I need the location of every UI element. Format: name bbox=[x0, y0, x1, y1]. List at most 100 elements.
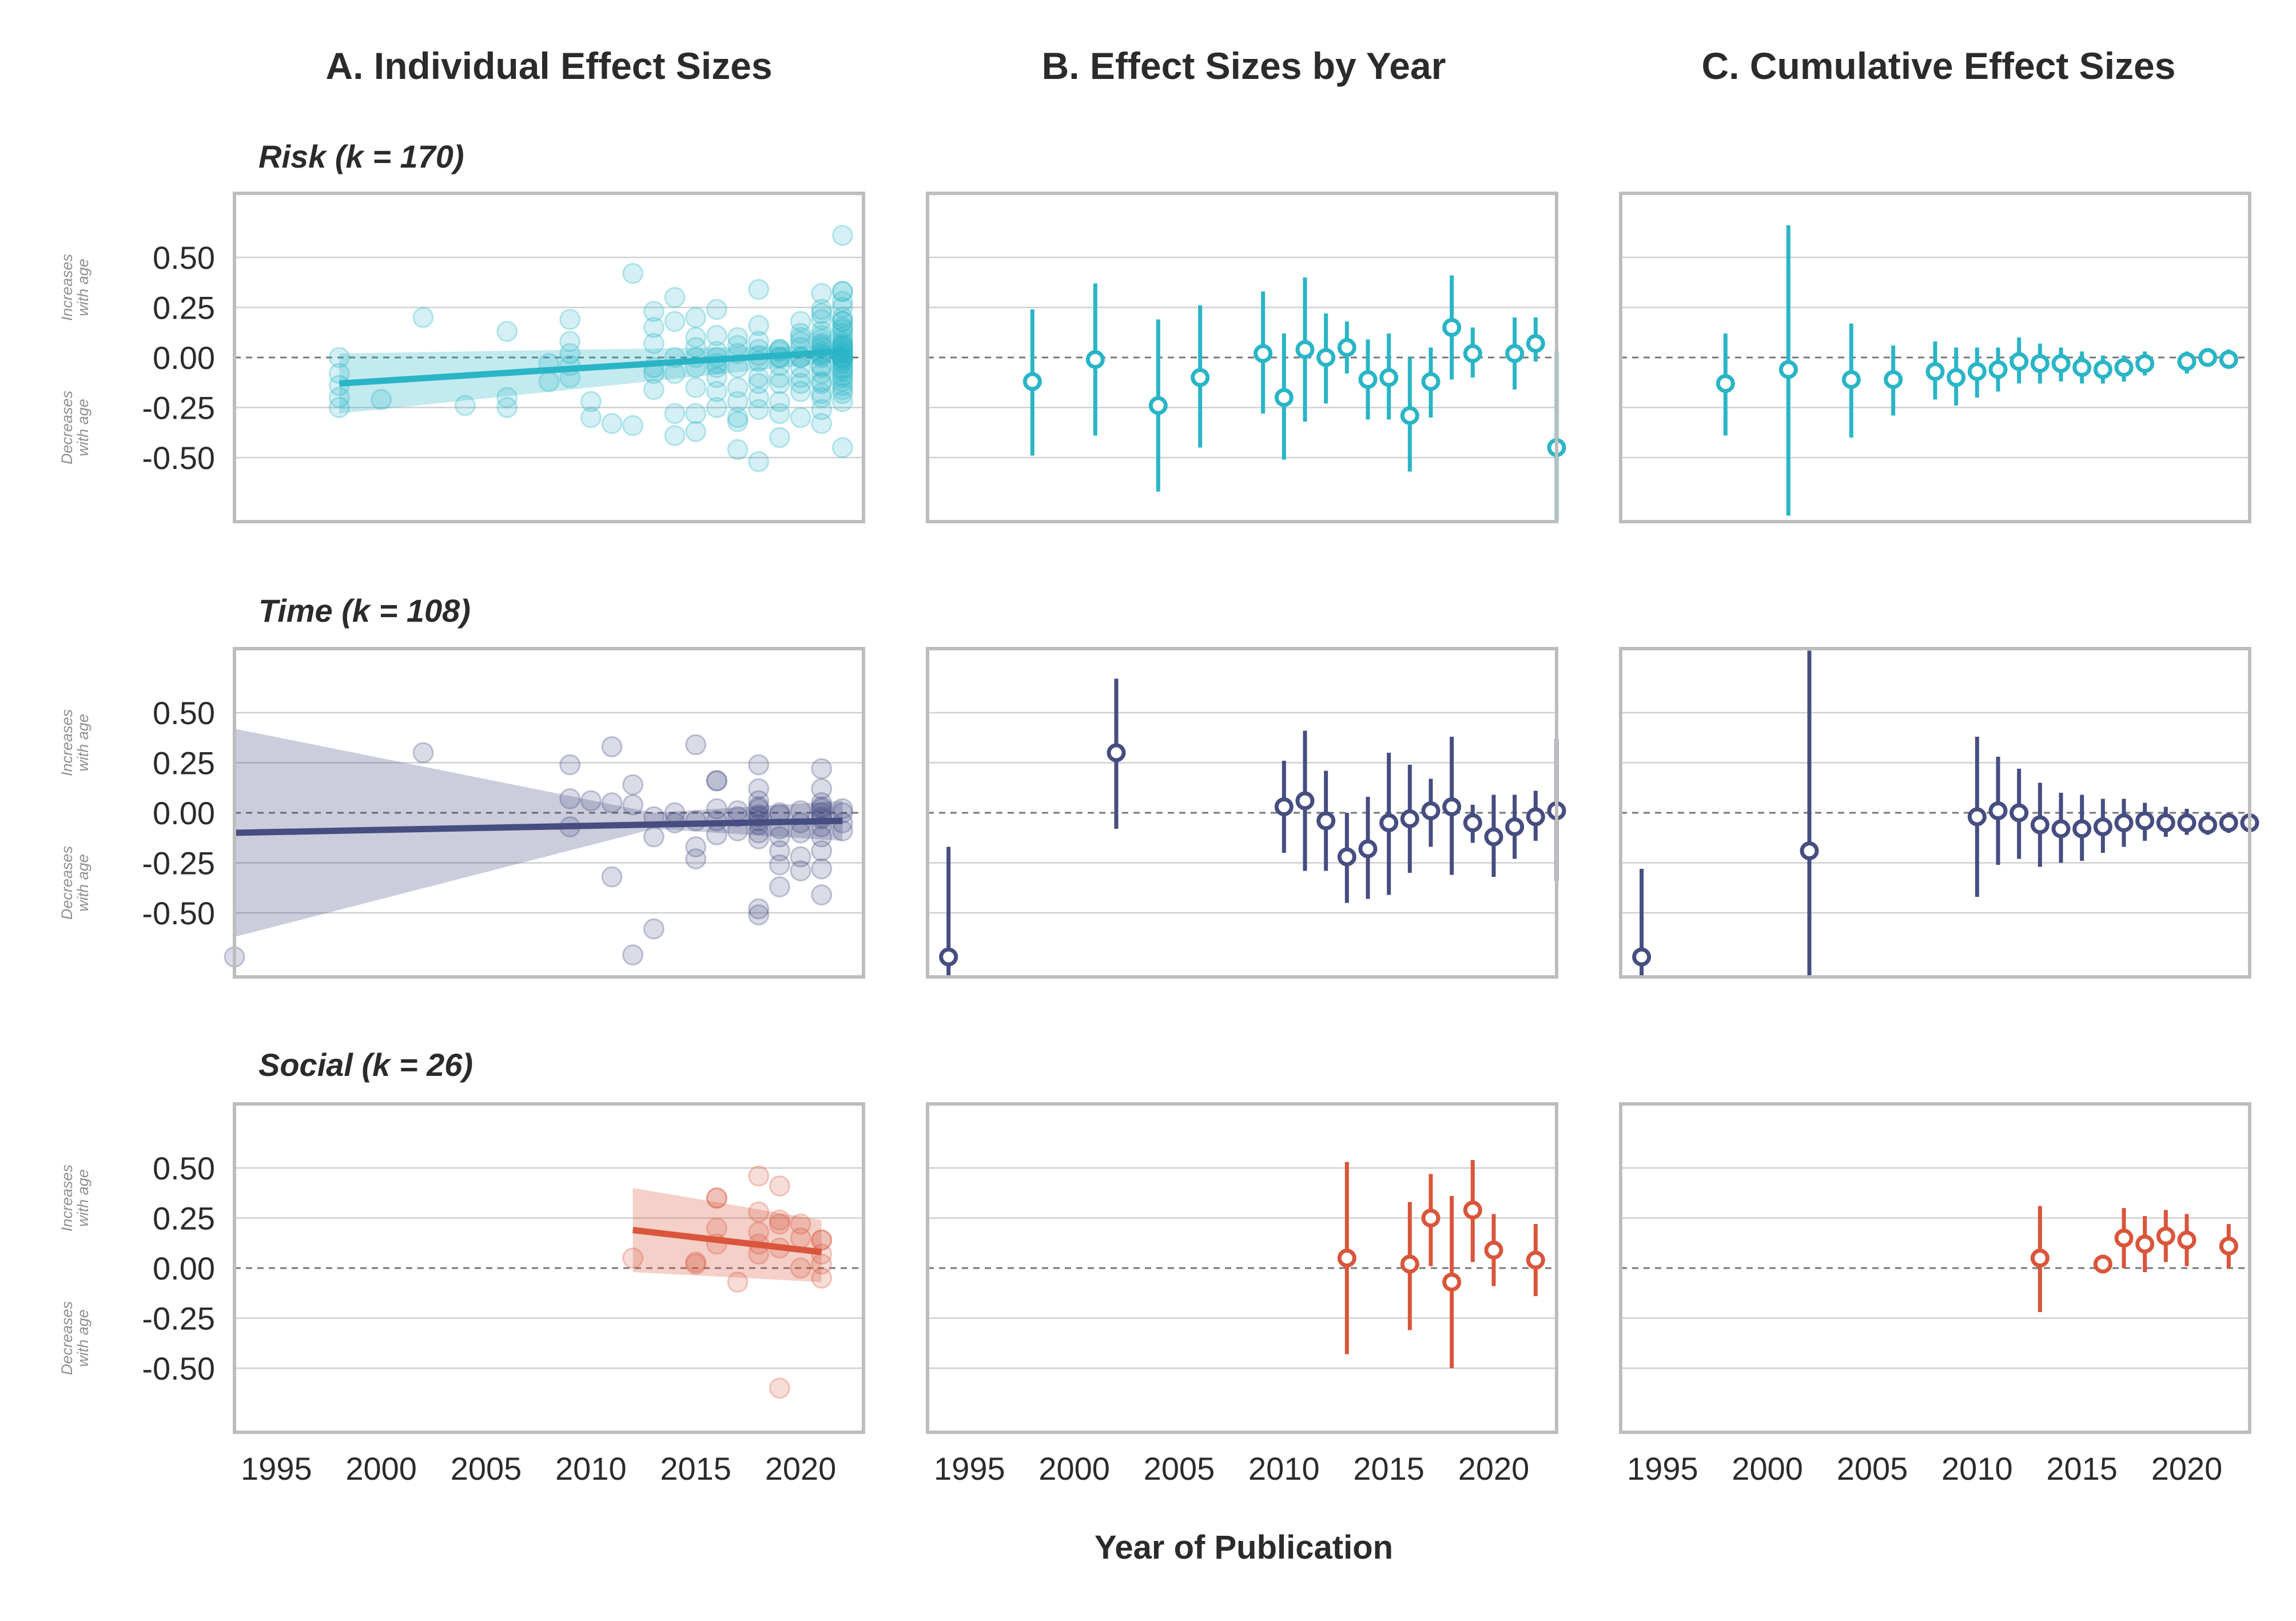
data-point bbox=[790, 357, 811, 378]
data-point bbox=[769, 427, 790, 448]
row-title-risk: Risk (k = 170) bbox=[258, 138, 464, 174]
point-estimate bbox=[1295, 340, 1315, 359]
data-point bbox=[328, 347, 350, 368]
x-tick-label: 2015 bbox=[1353, 1451, 1424, 1487]
data-point bbox=[748, 898, 770, 920]
data-point bbox=[664, 363, 686, 384]
x-tick-label: 2010 bbox=[1941, 1451, 2013, 1487]
data-point bbox=[706, 770, 727, 792]
data-point bbox=[727, 439, 749, 460]
data-point bbox=[811, 792, 833, 813]
point-estimate bbox=[1442, 1273, 1462, 1292]
data-point bbox=[706, 367, 727, 388]
data-point bbox=[831, 317, 853, 338]
point-estimate bbox=[1947, 368, 1966, 387]
point-estimate bbox=[1463, 813, 1482, 832]
data-point bbox=[831, 391, 853, 412]
data-point bbox=[811, 309, 833, 330]
panel-frame bbox=[926, 192, 1558, 523]
panel-frame bbox=[1619, 192, 2251, 523]
y-annotation-decreases: Decreaseswith age bbox=[58, 391, 91, 464]
data-point bbox=[685, 327, 707, 348]
point-estimate bbox=[2072, 819, 2092, 839]
data-point bbox=[748, 778, 770, 800]
x-tick-label: 2000 bbox=[1732, 1451, 1803, 1487]
data-point bbox=[622, 1247, 644, 1269]
point-estimate bbox=[2177, 352, 2196, 371]
panel-frame bbox=[1619, 1102, 2251, 1434]
data-point bbox=[769, 1175, 790, 1197]
point-estimate bbox=[1358, 839, 1378, 859]
data-point bbox=[496, 387, 518, 408]
data-point bbox=[622, 774, 644, 796]
point-estimate bbox=[2114, 813, 2134, 832]
data-point bbox=[831, 437, 853, 458]
data-point bbox=[790, 1257, 811, 1279]
data-point bbox=[748, 1165, 770, 1187]
point-estimate bbox=[1716, 374, 1735, 393]
y-annotation-increases-line: with age bbox=[74, 259, 91, 316]
data-point bbox=[831, 323, 853, 344]
data-point bbox=[706, 381, 727, 402]
data-point bbox=[580, 790, 602, 812]
data-point bbox=[790, 323, 811, 344]
x-tick-label: 2020 bbox=[765, 1451, 837, 1487]
point-estimate bbox=[1148, 396, 1168, 415]
x-tick-label: 2020 bbox=[1458, 1451, 1530, 1487]
point-estimate bbox=[1421, 372, 1441, 391]
x-tick-label: 1995 bbox=[241, 1451, 312, 1487]
point-estimate bbox=[2135, 1234, 2155, 1254]
data-point bbox=[706, 1187, 727, 1209]
regression-line bbox=[234, 817, 843, 836]
point-estimate bbox=[2072, 358, 2092, 377]
data-point bbox=[811, 373, 833, 394]
data-point bbox=[769, 826, 790, 848]
data-point bbox=[790, 373, 811, 394]
data-point bbox=[412, 307, 434, 328]
panel-c-row-3: 1995 2000 2005 2010 2015 2020 bbox=[1619, 1102, 2251, 1487]
data-point bbox=[643, 333, 664, 354]
data-point bbox=[811, 355, 833, 376]
data-point bbox=[748, 904, 770, 925]
x-tick-label: 2015 bbox=[660, 1451, 731, 1487]
point-estimate bbox=[1988, 360, 2008, 379]
data-point bbox=[831, 297, 853, 318]
regression-line bbox=[339, 348, 843, 387]
point-estimate bbox=[1800, 841, 1819, 860]
data-point bbox=[811, 1268, 833, 1289]
data-point bbox=[748, 790, 770, 812]
point-estimate bbox=[1884, 370, 1903, 389]
data-point bbox=[831, 225, 853, 246]
data-point bbox=[748, 754, 770, 776]
point-estimate bbox=[1484, 827, 1503, 847]
data-point bbox=[811, 796, 833, 817]
data-point bbox=[811, 357, 833, 378]
data-point bbox=[559, 754, 581, 776]
data-point bbox=[748, 279, 770, 300]
point-estimate bbox=[2156, 1226, 2175, 1246]
data-point bbox=[685, 421, 707, 442]
data-point bbox=[685, 377, 707, 398]
point-estimate bbox=[1505, 344, 1525, 363]
data-point bbox=[664, 311, 686, 332]
y-tick-label: 0.50 bbox=[153, 240, 215, 276]
point-estimate bbox=[2093, 360, 2112, 379]
data-point bbox=[811, 778, 833, 800]
point-estimate bbox=[2219, 350, 2238, 369]
point-estimate bbox=[1254, 344, 1273, 363]
data-point bbox=[811, 283, 833, 304]
data-point bbox=[831, 379, 853, 400]
data-point bbox=[831, 367, 853, 388]
point-estimate bbox=[2219, 813, 2238, 832]
panel-c-row-1 bbox=[1619, 192, 2251, 523]
data-point bbox=[811, 299, 833, 320]
data-point bbox=[685, 1253, 707, 1275]
data-point bbox=[748, 331, 770, 352]
data-point bbox=[790, 381, 811, 402]
column-title-b: B. Effect Sizes by Year bbox=[1042, 45, 1446, 87]
point-estimate bbox=[1967, 807, 1987, 827]
panel-frame bbox=[233, 647, 865, 979]
